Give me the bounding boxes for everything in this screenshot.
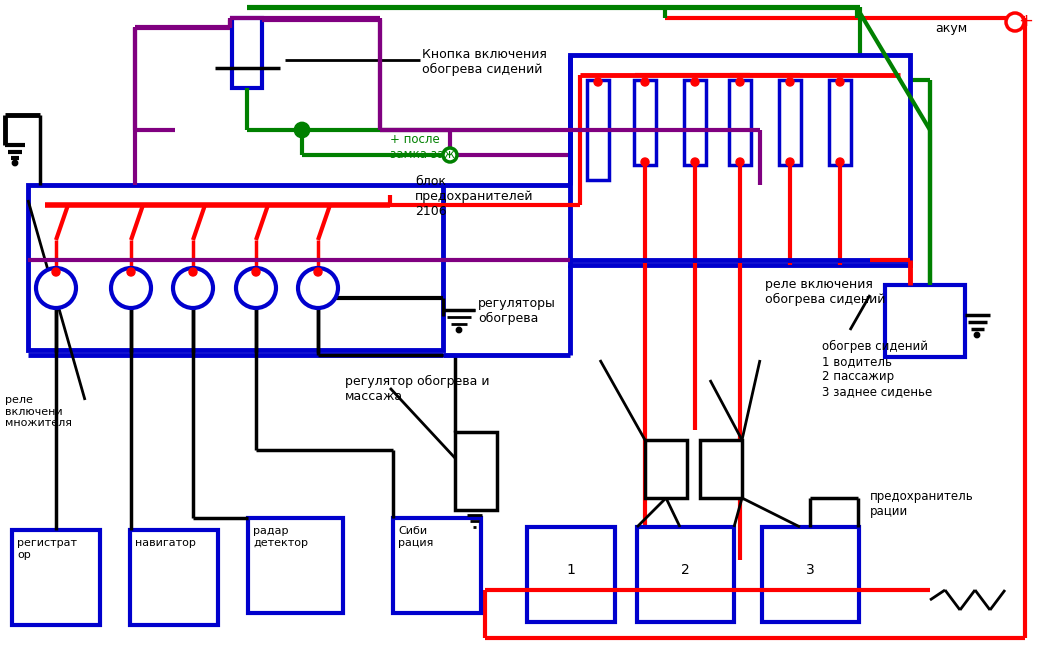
- Bar: [684, 80, 706, 165]
- Circle shape: [786, 158, 794, 166]
- Text: радар
детектор: радар детектор: [253, 526, 308, 548]
- Circle shape: [127, 268, 135, 276]
- Circle shape: [457, 328, 461, 332]
- Bar: [393, 518, 481, 613]
- Circle shape: [252, 268, 260, 276]
- Circle shape: [691, 158, 699, 166]
- Circle shape: [736, 158, 744, 166]
- Circle shape: [641, 78, 649, 86]
- Text: реле
включени
множителя: реле включени множителя: [5, 395, 72, 428]
- Bar: [248, 518, 343, 613]
- Bar: [762, 527, 859, 622]
- Circle shape: [975, 333, 979, 337]
- Circle shape: [786, 78, 794, 86]
- Text: 2: 2: [681, 562, 690, 577]
- Circle shape: [236, 268, 276, 308]
- Bar: [645, 440, 686, 498]
- Text: регулятор обогрева и
массажа: регулятор обогрева и массажа: [345, 375, 489, 403]
- Circle shape: [836, 78, 844, 86]
- Text: Сиби
рация: Сиби рация: [398, 526, 433, 548]
- Bar: [12, 530, 100, 625]
- Text: 1: 1: [566, 562, 576, 577]
- Bar: [28, 185, 443, 350]
- Circle shape: [594, 78, 602, 86]
- Circle shape: [1006, 13, 1024, 31]
- Circle shape: [314, 268, 323, 276]
- Text: предохранитель
рации: предохранитель рации: [870, 490, 974, 518]
- Text: навигатор: навигатор: [135, 538, 196, 548]
- Bar: [634, 80, 656, 165]
- Text: +: +: [1018, 12, 1033, 30]
- Circle shape: [295, 123, 309, 137]
- Circle shape: [691, 78, 699, 86]
- Circle shape: [298, 268, 338, 308]
- Bar: [232, 18, 262, 88]
- Bar: [570, 55, 910, 265]
- Circle shape: [641, 158, 649, 166]
- Text: акум: акум: [935, 22, 968, 35]
- Bar: [700, 440, 742, 498]
- Circle shape: [443, 148, 457, 162]
- Bar: [829, 80, 851, 165]
- Circle shape: [111, 268, 151, 308]
- Circle shape: [189, 268, 197, 276]
- Bar: [637, 527, 734, 622]
- Bar: [130, 530, 218, 625]
- Text: блок
предохранителей
2106: блок предохранителей 2106: [415, 175, 533, 218]
- Circle shape: [836, 158, 844, 166]
- Bar: [729, 80, 751, 165]
- Text: регистрат
ор: регистрат ор: [17, 538, 77, 560]
- Bar: [587, 80, 609, 180]
- Bar: [779, 80, 801, 165]
- Text: реле включения
обогрева сидений: реле включения обогрева сидений: [765, 278, 886, 306]
- Bar: [885, 285, 965, 357]
- Circle shape: [736, 78, 744, 86]
- Text: Кнопка включения
обогрева сидений: Кнопка включения обогрева сидений: [422, 48, 546, 76]
- Circle shape: [13, 161, 17, 165]
- Circle shape: [36, 268, 76, 308]
- Bar: [455, 432, 497, 510]
- Bar: [527, 527, 615, 622]
- Text: регуляторы
обогрева: регуляторы обогрева: [478, 297, 556, 325]
- Circle shape: [52, 268, 60, 276]
- Text: обогрев сидений
1 водитель
2 пассажир
3 заднее сиденье: обогрев сидений 1 водитель 2 пассажир 3 …: [822, 340, 932, 398]
- Text: + после
замка заж.: + после замка заж.: [390, 133, 458, 161]
- Text: 3: 3: [806, 562, 815, 577]
- Circle shape: [173, 268, 213, 308]
